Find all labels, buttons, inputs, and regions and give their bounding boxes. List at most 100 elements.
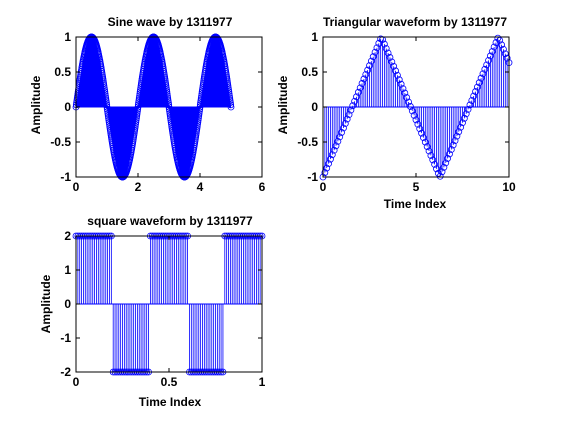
square-xtick-label: 1	[259, 375, 266, 389]
square-stem-series	[72, 232, 266, 376]
triangular-stem-marker	[481, 65, 489, 73]
triangular-stem-marker	[340, 124, 347, 132]
sine-xtick-label: 2	[135, 180, 142, 194]
triangular-stem-marker	[420, 134, 427, 142]
sine-stem-marker	[165, 101, 173, 109]
triangular-stem-marker	[401, 89, 409, 97]
square-xtick-label: 0.5	[161, 375, 178, 389]
triangular-stem-series	[319, 34, 513, 181]
triangular-xtick-label: 0	[320, 180, 327, 194]
triangular-stem-marker	[477, 74, 485, 82]
triangular-stem-marker	[364, 66, 372, 74]
square-subplot-title: square waveform by 1311977	[87, 214, 253, 228]
sine-stem-marker	[196, 105, 204, 113]
triangular-stem-marker	[395, 76, 403, 84]
sine-ytick-label: 0.5	[54, 65, 71, 79]
triangular-stem-marker	[433, 165, 440, 173]
triangular-stem-marker	[390, 62, 398, 70]
triangular-stem-marker	[386, 54, 394, 61]
triangular-stem-marker	[416, 125, 424, 133]
triangular-stem-marker	[380, 40, 388, 48]
triangular-stem-marker	[399, 85, 407, 93]
triangular-stem-marker	[479, 70, 487, 78]
triangular-ytick-label: 0	[311, 100, 318, 114]
triangular-stem-marker	[429, 156, 437, 164]
triangular-stem-marker	[498, 41, 505, 49]
triangular-subplot-title: Triangular waveform by 1311977	[323, 15, 507, 29]
triangular-stem-marker	[327, 155, 334, 163]
triangular-stem-marker	[451, 137, 459, 144]
triangular-stem-marker	[405, 98, 412, 106]
triangular-stem-marker	[353, 93, 360, 101]
triangular-stem-marker	[323, 164, 331, 172]
triangular-stem-marker	[414, 120, 422, 128]
sine-xtick-label: 0	[73, 180, 80, 194]
sine-ytick-label: -0.5	[50, 135, 71, 149]
square-ytick-label: 1	[64, 263, 71, 277]
triangular-subplot-xlabel: Time Index	[384, 197, 447, 211]
triangular-subplot-ylabel: Amplitude	[276, 75, 290, 134]
triangular-stem-marker	[328, 151, 336, 159]
triangular-stem-marker	[371, 48, 379, 56]
triangular-stem-marker	[494, 34, 502, 42]
square-subplot-xlabel: Time Index	[139, 395, 202, 409]
triangular-stem-marker	[449, 141, 457, 149]
triangular-stem-marker	[421, 138, 429, 146]
triangular-stem-marker	[373, 44, 381, 52]
triangular-stem-marker	[366, 62, 373, 69]
triangular-stem-marker	[393, 71, 401, 79]
triangular-stem-marker	[427, 152, 435, 159]
sine-stem-marker	[227, 101, 235, 109]
triangular-stem-marker	[457, 123, 465, 131]
sine-stem-marker	[134, 105, 142, 113]
triangular-stem-marker	[325, 160, 332, 168]
triangular-stem-marker	[332, 142, 340, 150]
sine-ytick-label: 1	[64, 30, 71, 44]
triangular-stem-marker	[431, 160, 439, 168]
triangular-ytick-label: -0.5	[297, 135, 318, 149]
triangular-stem-marker	[501, 50, 509, 58]
square-ytick-label: -2	[60, 365, 71, 379]
triangular-stem-marker	[464, 106, 472, 113]
triangular-stem-marker	[418, 129, 425, 137]
triangular-stem-marker	[470, 92, 478, 100]
triangular-stem-marker	[459, 119, 466, 127]
triangular-stem-marker	[343, 115, 351, 123]
triangular-stem-marker	[412, 116, 420, 124]
triangular-stem-marker	[356, 84, 364, 92]
triangular-stem-marker	[382, 45, 390, 52]
triangular-stem-marker	[442, 159, 450, 167]
triangular-stem-marker	[334, 137, 342, 145]
sine-xtick-label: 4	[197, 180, 204, 194]
triangular-stem-marker	[444, 155, 452, 162]
triangular-stem-marker	[453, 132, 461, 140]
sine-wave-subplot: Sine wave by 1311977 Amplitude 0 2 4 6 -1 -0.…	[29, 15, 266, 194]
sine-subplot-title: Sine wave by 1311977	[108, 15, 233, 29]
triangular-stem-marker	[447, 146, 455, 153]
triangular-stem-marker	[362, 71, 370, 78]
square-ytick-label: 2	[64, 229, 71, 243]
triangular-xtick-label: 5	[413, 180, 420, 194]
triangular-wave-subplot: Triangular waveform by 1311977 Amplitude…	[276, 15, 516, 211]
triangular-stem-marker	[336, 133, 344, 141]
triangular-stem-marker	[485, 56, 492, 64]
triangular-stem-marker	[351, 97, 359, 105]
triangular-stem-marker	[345, 111, 353, 119]
triangular-stem-marker	[446, 150, 453, 158]
triangular-stem-marker	[425, 147, 433, 155]
square-wave-subplot: square waveform by 1311977 Amplitude Tim…	[39, 214, 266, 409]
triangular-stem-marker	[462, 110, 470, 118]
triangular-stem-marker	[392, 67, 399, 75]
square-ytick-label: -1	[60, 331, 71, 345]
square-subplot-ylabel: Amplitude	[39, 274, 53, 333]
triangular-stem-marker	[321, 169, 329, 176]
triangular-stem-marker	[330, 146, 338, 154]
triangular-ytick-label: 0.5	[301, 65, 318, 79]
triangular-stem-marker	[338, 129, 346, 136]
triangular-stem-marker	[475, 79, 483, 87]
triangular-stem-marker	[341, 120, 349, 127]
triangular-stem-marker	[438, 168, 446, 176]
triangular-stem-marker	[367, 57, 375, 65]
sine-stem-series	[72, 33, 235, 181]
